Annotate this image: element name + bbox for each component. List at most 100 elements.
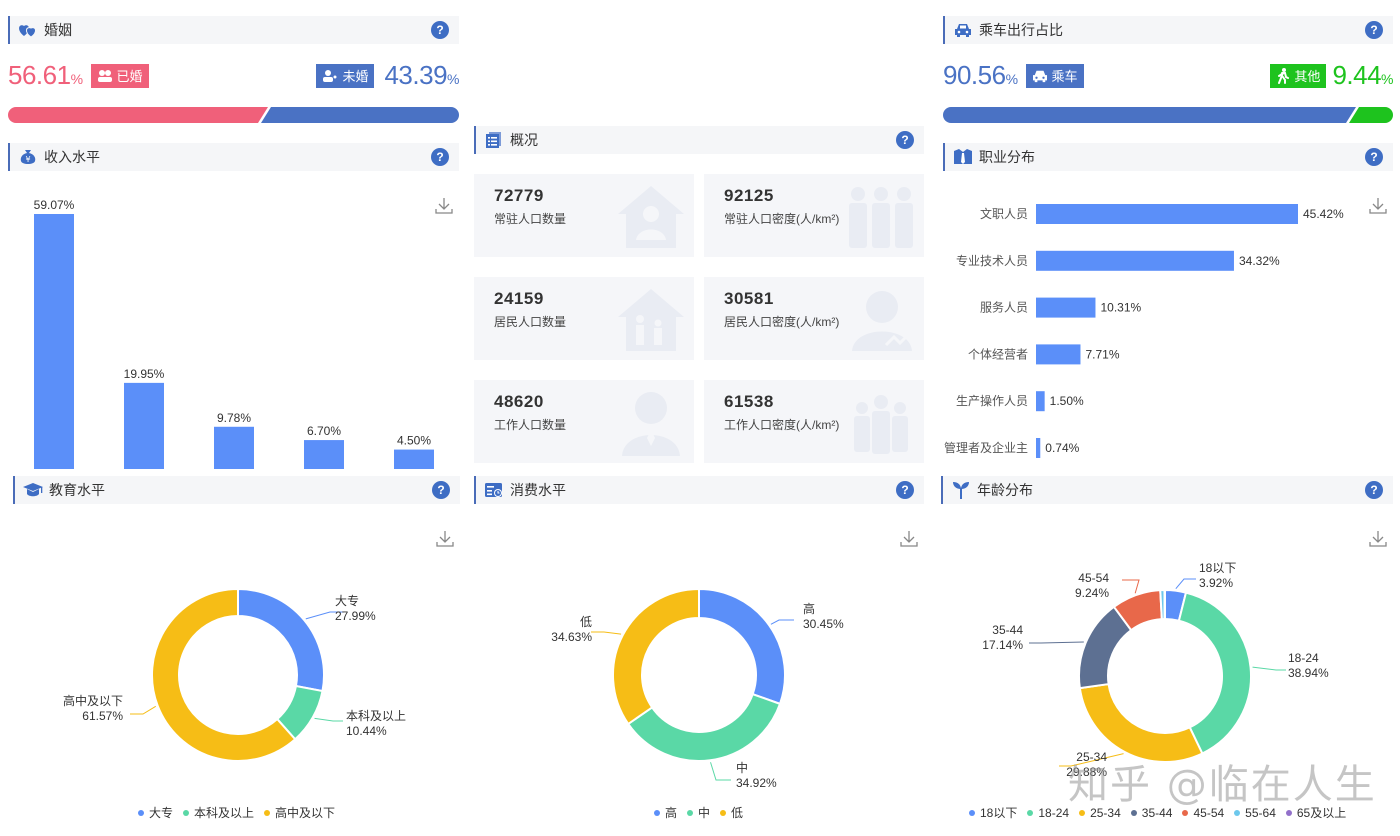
income-bar[interactable] [304, 440, 344, 469]
occupation-bar[interactable] [1036, 204, 1298, 224]
legend-dot-icon [1234, 809, 1241, 816]
donut-slice[interactable] [1163, 588, 1166, 621]
legend-item[interactable]: 大专 [138, 804, 173, 821]
stat-value: 30581 [724, 289, 774, 308]
legend-item[interactable]: 低 [720, 804, 743, 821]
category-label: 服务人员 [980, 300, 1028, 315]
svg-text:¥: ¥ [25, 155, 30, 164]
legend-label: 55-64 [1245, 805, 1276, 820]
panel-header: 乘车出行占比 ? [943, 16, 1393, 44]
occupation-bar[interactable] [1036, 391, 1045, 412]
money-bag-icon: ¥ [18, 147, 38, 167]
help-icon[interactable]: ? [431, 21, 449, 39]
slice-category-label: 高 [803, 601, 815, 616]
legend-label: 45-54 [1193, 805, 1225, 820]
legend-item[interactable]: 18以下 [969, 804, 1017, 821]
commute-ratio-bar [943, 107, 1393, 123]
marriage-panel: 婚姻 ? 56.61% 已婚 未婚 43.39% [8, 16, 459, 126]
stat-label: 居民人口密度(人/km²) [724, 315, 840, 329]
donut-slice[interactable] [612, 587, 700, 726]
slice-value-label: 30.45% [803, 617, 844, 631]
watermark: 知乎 @临在人生 [1068, 762, 1377, 808]
user-chart-icon [852, 291, 912, 351]
download-icon[interactable] [900, 530, 918, 548]
legend-dot-icon [969, 809, 975, 816]
slice-category-label: 45-54 [1078, 571, 1109, 585]
income-bar[interactable] [34, 214, 74, 469]
help-icon[interactable]: ? [896, 481, 914, 499]
commute-panel: 乘车出行占比 ? 90.56% 乘车 其他 9.44% [943, 16, 1393, 126]
income-bar[interactable] [214, 426, 254, 469]
legend-item[interactable]: 45-54 [1182, 806, 1224, 820]
bar-value-label: 7.71% [1085, 347, 1119, 361]
age-legend: 18以下 18-24 25-34 35-44 45-54 55-64 65及以上 [969, 804, 1346, 821]
occupation-bar[interactable] [1036, 250, 1234, 271]
help-icon[interactable]: ? [431, 148, 449, 166]
label-leader-line [1252, 666, 1286, 671]
legend-item[interactable]: 18-24 [1027, 806, 1069, 820]
bar-value-label: 45.42% [1303, 207, 1344, 221]
slice-value-label: 9.24% [1075, 586, 1109, 600]
car-percent: 90.56% [943, 60, 1018, 90]
panel-title: 婚姻 [44, 22, 72, 38]
label-leader-line [591, 631, 622, 635]
donut-slice[interactable] [1177, 591, 1252, 755]
label-leader-line [770, 619, 794, 625]
panel-header: ¥ 收入水平 ? [8, 143, 459, 171]
donut-slice[interactable] [151, 587, 297, 762]
occupation-bar[interactable] [1036, 297, 1096, 318]
donut-slice[interactable] [626, 692, 782, 762]
download-icon[interactable] [435, 197, 453, 215]
stat-label: 工作人口数量 [494, 418, 567, 432]
help-icon[interactable]: ? [1365, 21, 1383, 39]
legend-item[interactable]: 本科及以上 [183, 804, 254, 821]
legend-item[interactable]: 中 [687, 804, 710, 821]
legend-item[interactable]: 高 [654, 804, 677, 821]
help-icon[interactable]: ? [896, 131, 914, 149]
slice-category-label: 35-44 [992, 623, 1023, 637]
bar-value-label: 10.31% [1100, 301, 1141, 315]
legend-dot-icon [264, 809, 271, 816]
help-icon[interactable]: ? [1365, 481, 1383, 499]
label-leader-line [1122, 579, 1140, 594]
occupation-bar[interactable] [1036, 344, 1081, 365]
donut-slice[interactable] [698, 587, 786, 706]
download-icon[interactable] [436, 530, 454, 548]
donut-slice[interactable] [237, 587, 325, 693]
panel-header: 职业分布 ? [943, 143, 1393, 171]
consumption-panel: 消费水平 ? 高 30.45% 中 34.92% 低 34.63% 高中低 [474, 476, 924, 832]
suit-tie-icon [953, 147, 973, 167]
occupation-panel: 职业分布 ? 文职人员 45.42% 专业技术人员 34.32% 服务人员 10.31% 个… [943, 143, 1393, 473]
legend-item[interactable]: 55-64 [1234, 806, 1276, 820]
unmarried-percent: 43.39% [384, 60, 459, 90]
sprout-icon [951, 480, 971, 500]
download-icon[interactable] [1369, 197, 1387, 215]
income-panel: ¥ 收入水平 ? 59.07% 19.95% 9.78% 6.70% 4.50% [8, 143, 459, 473]
label-leader-line [710, 762, 731, 781]
income-bar[interactable] [394, 449, 434, 469]
occupation-bar[interactable] [1036, 438, 1041, 458]
download-icon[interactable] [1369, 530, 1387, 548]
car-icon [953, 20, 973, 40]
income-bar[interactable] [124, 382, 164, 469]
label-leader-line [1175, 578, 1196, 589]
couple-icon [97, 69, 112, 82]
help-icon[interactable]: ? [432, 481, 450, 499]
walking-icon [1278, 67, 1290, 84]
slice-category-label: 大专 [335, 593, 359, 608]
legend-item[interactable]: 高中及以下 [264, 804, 335, 821]
panel-title: 教育水平 [49, 482, 105, 498]
slice-value-label: 61.57% [82, 709, 123, 723]
legend-item[interactable]: 35-44 [1130, 806, 1172, 820]
legend-item[interactable]: 25-34 [1079, 806, 1121, 820]
panel-title: 概况 [510, 132, 538, 148]
legend-dot-icon [138, 809, 144, 816]
marriage-ratio-bar [8, 107, 459, 123]
legend-item[interactable]: 65及以上 [1285, 804, 1346, 821]
bar-value-label: 9.78% [217, 411, 251, 425]
panel-header: 消费水平 ? [474, 476, 924, 504]
unmarried-tag: 未婚 [316, 63, 375, 88]
help-icon[interactable]: ? [1365, 148, 1383, 166]
occupation-bar-chart: 文职人员 45.42% 专业技术人员 34.32% 服务人员 10.31% 个体经营者 7.7… [944, 204, 1344, 458]
house-family-icon [618, 289, 684, 351]
